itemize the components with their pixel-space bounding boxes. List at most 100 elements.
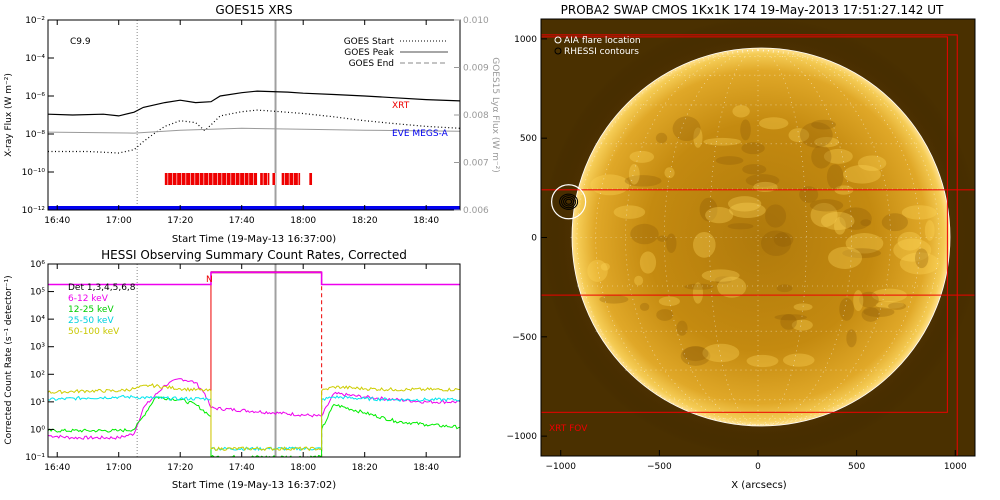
hessi-xtick-label: 17:00 [106,463,132,473]
sun-region [680,346,711,366]
longitude-line [709,49,759,426]
sun-region [820,211,855,231]
goes-ytick-label: 10⁻⁶ [25,92,45,102]
sun-region [793,303,813,311]
legend-det: Det 1,3,4,5,6,8 [68,283,136,293]
goes-xtick-label: 18:20 [352,216,378,226]
sun-region [809,199,844,212]
goes-xtick-label: 16:40 [44,216,70,226]
sun-region [729,202,766,219]
legend-rhessi: RHESSI contours [564,47,639,57]
sun-region [888,302,907,310]
sun-region [828,246,863,269]
sun-region [634,275,644,286]
xrt-observation-interval [281,173,301,185]
sun-region [682,346,709,362]
sun-region [727,223,754,230]
hessi-ytick-label: 10⁴ [30,315,45,325]
lya-flux-line [48,127,460,134]
sun-region [692,231,716,258]
sun-region [746,354,779,368]
legend-aia: AIA flare location [564,36,641,46]
rhessi-contour [559,193,579,210]
sun-region [630,223,659,245]
goes-ytick-label: 10⁻⁴ [25,54,45,64]
sun-region [774,314,808,321]
sun-region [893,238,932,262]
sun-region [656,309,674,321]
heliographic-grid [570,49,946,426]
hessi-plot-area [48,264,460,457]
sun-region [875,301,904,309]
swap-ytick-label: −500 [512,333,537,343]
hessi-ytick-label: 10³ [30,343,45,353]
swap-ytick-label: 1000 [514,35,537,45]
legend-25-50: 25-50 keV [68,316,114,326]
sun-region [773,232,794,247]
sun-region [843,165,882,184]
xrt-fov-label: XRT FOV [549,424,588,434]
sun-region [881,213,908,232]
sun-region [791,319,813,331]
hessi-ytick-label: 10² [30,370,45,380]
sun-region [823,148,853,164]
hessi-axes: 16:40 17:00 17:20 17:40 18:00 18:20 18:40 10⁶ 10… [25,260,439,473]
longitude-line [757,49,921,426]
hessi-ytick-label: 10⁰ [30,425,45,435]
sun-region [799,122,833,148]
hessi-title: HESSI Observing Summary Count Rates, Cor… [101,248,407,262]
xrt-fov-box [541,34,958,456]
sun-region [692,282,704,304]
xrt-observation-interval [309,173,313,185]
flare-markers [551,184,587,220]
sun-region [782,353,815,367]
sun-region [676,320,688,336]
band-12-25-line [48,396,460,457]
goes-y2label: GOES15 Lyα Flux (W m⁻²) [490,57,500,173]
hessi-ytick-label: 10⁶ [30,260,45,270]
goes-long-flux-line [48,90,460,117]
sun-region [715,156,744,165]
goes-plot-area [48,20,460,210]
sun-region [799,186,819,203]
goes-xlabel: Start Time (19-May-13 16:37:00) [172,234,336,245]
swap-xlabel: X (arcsecs) [731,480,787,491]
sun-region [765,204,787,228]
hessi-xtick-label: 18:00 [290,463,316,473]
sun-region [924,220,935,241]
goes-title: GOES15 XRS [215,3,292,17]
goes-y2tick-label: 0.007 [463,159,489,169]
sun-region [857,155,887,171]
xrt-observation-interval [260,173,270,185]
sun-region [613,205,646,219]
sun-region [587,259,608,282]
goes-xtick-label: 18:40 [413,216,439,226]
sun-region [811,145,832,169]
sun-region [657,235,668,242]
sun-region [901,205,937,220]
goes-xtick-label: 17:20 [167,216,193,226]
goes-y2tick-label: 0.010 [463,16,489,26]
goes-xtick-label: 18:00 [290,216,316,226]
hessi-ytick-label: 10⁻¹ [25,453,45,463]
swap-legend: AIA flare location RHESSI contours [554,36,641,57]
sun-region [842,248,882,259]
sun-region [624,175,662,187]
legend-50-100: 50-100 keV [68,327,120,337]
band-50-100-line [48,383,460,452]
longitude-line [576,49,759,426]
hessi-ytick-label: 10⁵ [30,288,45,298]
band-6-12-line [48,378,460,440]
sun-region [740,119,751,141]
sun-region [811,119,836,130]
longitude-line [757,49,940,426]
xrt-observation-interval [164,173,258,185]
sun-region [814,136,840,148]
legend-goes-start: GOES Start [344,37,395,47]
hessi-night-label: N [206,275,213,285]
sun-region [600,263,610,271]
sun-region [639,251,657,274]
goes-ytick-label: 10⁻⁸ [25,130,45,140]
sun-region [826,164,844,190]
